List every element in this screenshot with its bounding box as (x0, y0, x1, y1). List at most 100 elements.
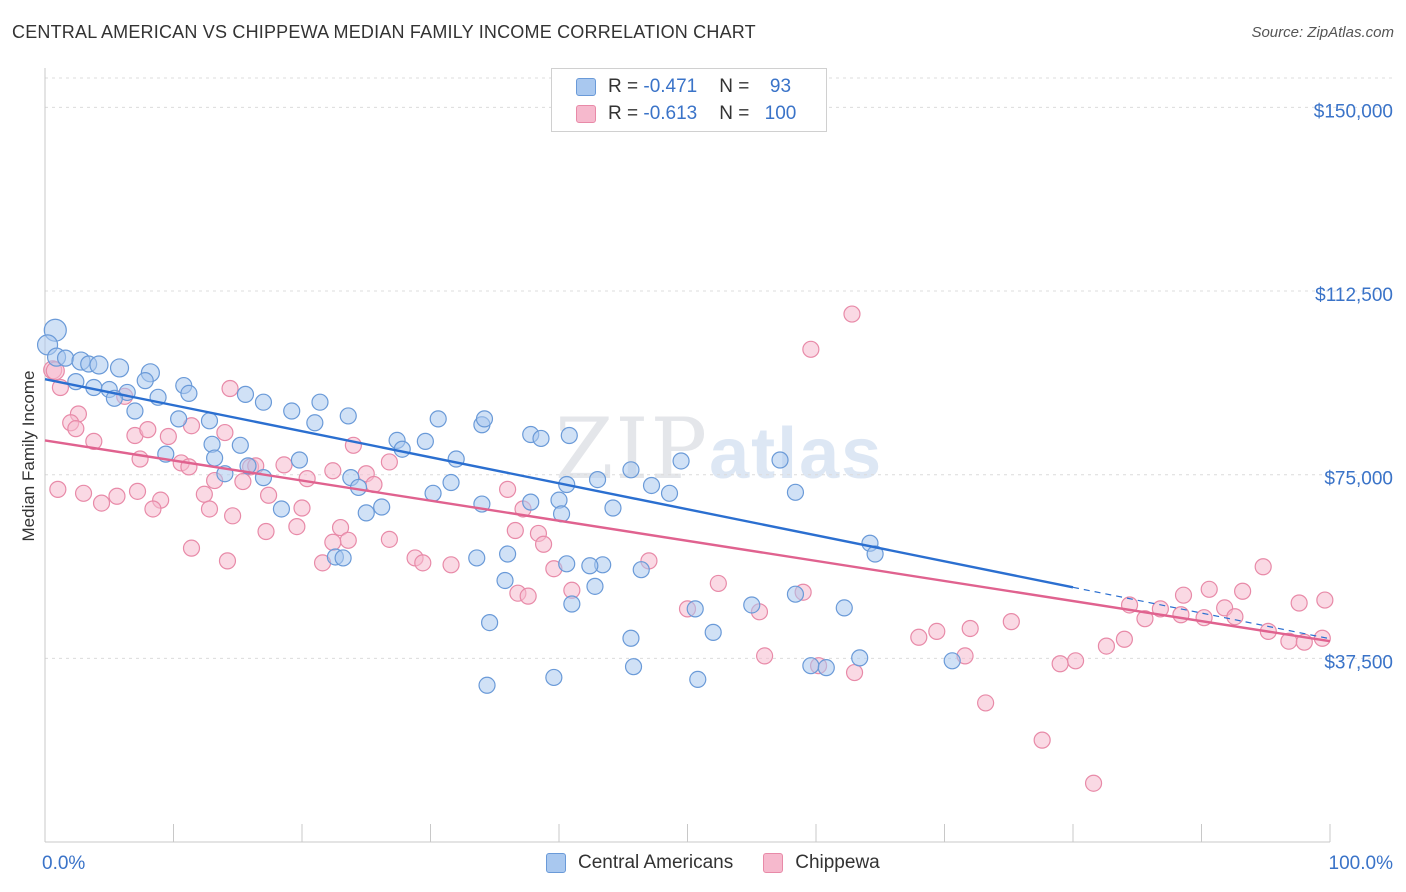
chippewa-point (144, 500, 162, 518)
central-americans-point (581, 557, 599, 575)
central-americans-point (632, 561, 650, 579)
pink-swatch (576, 105, 596, 123)
y-tick-label: $150,000 (1314, 101, 1393, 122)
central-americans-point (499, 545, 517, 563)
chippewa-point (1200, 580, 1218, 598)
central-americans-point (624, 658, 643, 676)
central-americans-point (786, 483, 805, 501)
chippewa-point (380, 530, 398, 548)
central-americans-point (532, 429, 550, 448)
legend-label: Central Americans (578, 852, 734, 873)
chippewa-point (200, 500, 219, 518)
central-americans-point (89, 355, 109, 375)
central-americans-point (311, 393, 329, 411)
chippewa-point (275, 456, 293, 474)
chippewa-point (128, 482, 147, 500)
chippewa-point (755, 647, 774, 665)
blue-swatch (576, 78, 596, 96)
chippewa-point (324, 462, 342, 480)
central-americans-point (170, 410, 188, 428)
chippewa-point (709, 574, 727, 593)
chippewa-point (1033, 731, 1051, 749)
chippewa-point (85, 432, 103, 450)
central-americans-point (817, 659, 835, 677)
legend-r-value: -0.613 (643, 103, 698, 124)
chippewa-point (67, 420, 85, 438)
legend-item-central-americans: Central Americans (546, 852, 733, 874)
chippewa-points (43, 305, 1334, 792)
chippewa-point (1316, 591, 1334, 609)
central-americans-point (851, 649, 869, 667)
chippewa-point (324, 533, 342, 551)
legend-row-chippewa: R = -0.613 N = 100 (576, 102, 796, 126)
central-americans-point (334, 549, 352, 567)
chippewa-point (977, 694, 995, 712)
chippewa-point (1254, 558, 1272, 576)
central-americans-point (283, 402, 301, 420)
chippewa-point (499, 480, 517, 498)
gridlines (45, 77, 1395, 659)
chippewa-point (802, 340, 820, 358)
central-americans-point (239, 457, 257, 475)
chippewa-point (845, 663, 864, 682)
chippewa-point (259, 486, 278, 504)
chippewa-point (1002, 613, 1020, 631)
central-americans-point (560, 426, 578, 445)
chippewa-point (1136, 610, 1154, 628)
legend-r-label: R = (608, 103, 644, 124)
chippewa-point (218, 552, 237, 570)
y-axis-title: Median Family Income (19, 370, 38, 541)
central-americans-point (416, 432, 434, 450)
central-americans-point (468, 549, 486, 567)
central-americans-point (586, 577, 604, 595)
chippewa-point (1226, 608, 1244, 626)
central-americans-point (200, 412, 219, 430)
chippewa-point (843, 305, 861, 323)
chippewa-trend-line (44, 439, 1331, 643)
central-americans-point (272, 500, 291, 518)
central-americans-point (689, 670, 707, 689)
y-tick-label: $112,500 (1315, 285, 1393, 306)
central-americans-point (180, 384, 198, 402)
legend-r-value: -0.471 (643, 76, 698, 97)
chippewa-point (1115, 630, 1134, 648)
central-americans-trend-line (44, 378, 1074, 589)
legend-label: Chippewa (795, 852, 880, 873)
central-americans-point (786, 585, 805, 603)
chippewa-point (159, 427, 177, 446)
central-americans-point (866, 545, 884, 563)
chippewa-point (519, 587, 537, 605)
chippewa-point (1084, 774, 1103, 792)
central-americans-point (231, 436, 249, 454)
tick-labels: $37,500 $75,000 $112,500 $150,000 0.0% 100.0%… (19, 101, 1393, 874)
central-americans-point (672, 452, 690, 470)
chippewa-point (1051, 655, 1069, 673)
legend-n-label: N = (719, 76, 755, 97)
chippewa-point (442, 556, 460, 574)
central-americans-point (109, 358, 130, 378)
chippewa-point (74, 484, 93, 502)
chippewa-point (331, 518, 350, 537)
chippewa-point (414, 554, 432, 572)
central-americans-point (475, 410, 494, 428)
x-tick-label-min: 0.0% (42, 853, 85, 874)
central-americans-point (424, 484, 442, 502)
central-americans-point (136, 372, 154, 390)
central-americans-point (545, 668, 563, 687)
legend-r-label: R = (608, 76, 644, 97)
central-americans-point (56, 349, 75, 367)
central-americans-point (771, 451, 789, 469)
central-americans-point (306, 414, 324, 432)
chippewa-point (910, 628, 928, 646)
central-americans-point (126, 402, 144, 420)
central-americans-point (496, 571, 514, 590)
central-americans-point (339, 407, 357, 425)
central-americans-point (442, 473, 460, 492)
central-americans-point (835, 599, 853, 617)
watermark: ZIPatlas (555, 400, 884, 498)
chippewa-point (534, 535, 553, 553)
central-americans-point (943, 652, 961, 670)
chippewa-point (506, 521, 524, 540)
central-americans-point (429, 410, 447, 428)
chippewa-point (1097, 637, 1116, 655)
